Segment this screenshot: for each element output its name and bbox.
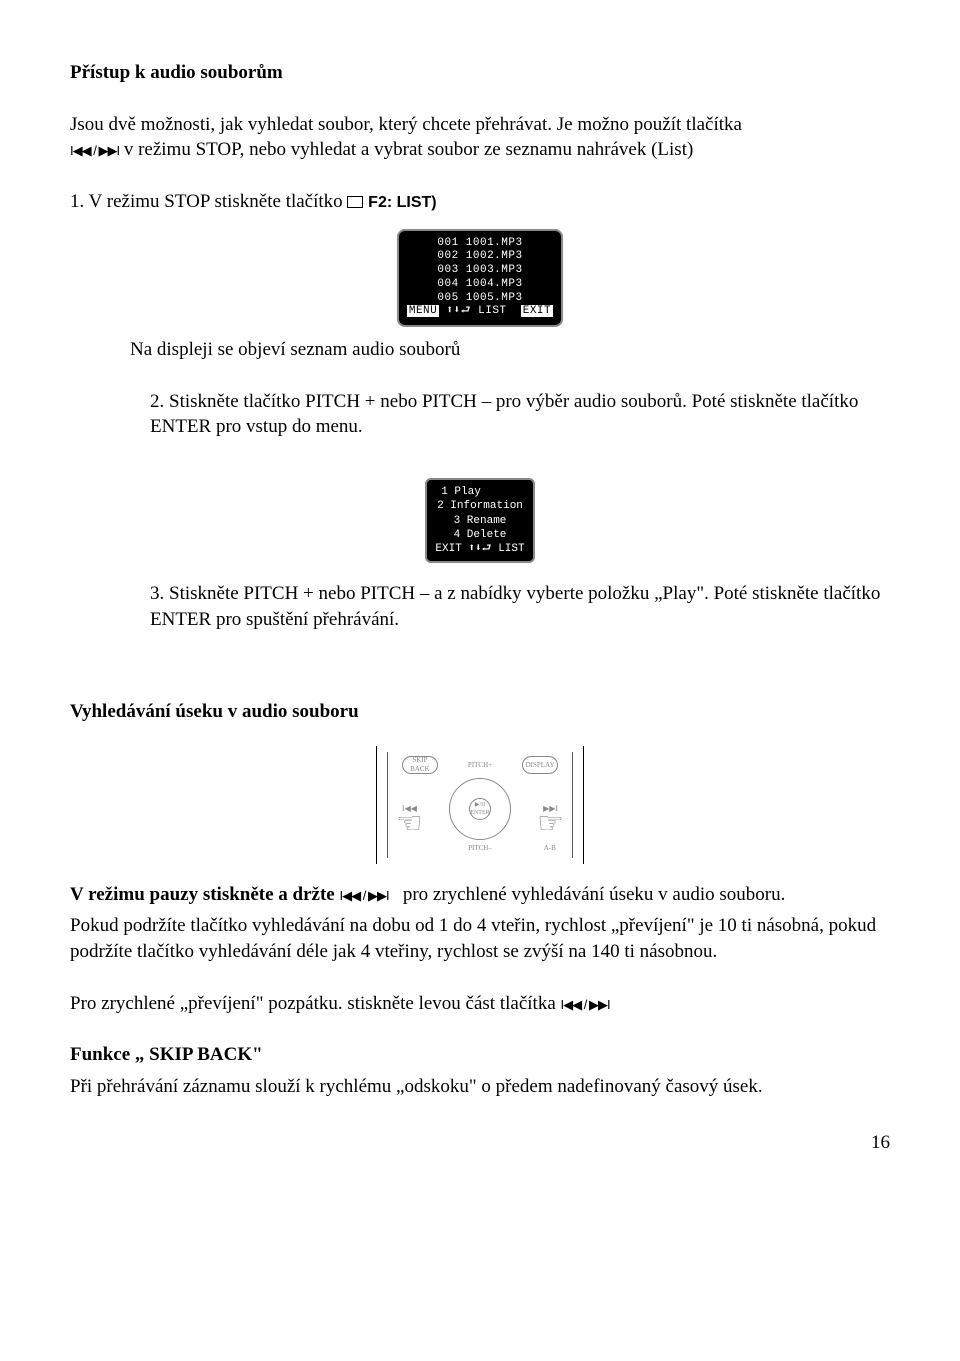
rewind-paragraph: Pro zrychlené „převíjení" pozpátku. stis… bbox=[70, 991, 890, 1017]
lcd2-list: LIST bbox=[498, 543, 524, 555]
intro-text-1: Jsou dvě možnosti, jak vyhledat soubor, … bbox=[70, 114, 742, 135]
lcd1-exit: EXIT bbox=[521, 305, 553, 317]
skip-icon: I◀◀ / ▶▶I bbox=[340, 887, 389, 905]
step-1-result: Na displeji se objeví seznam audio soubo… bbox=[130, 337, 890, 363]
enter-button: ▶/II ENTER bbox=[469, 798, 491, 820]
lcd2-l2: 2 Information bbox=[435, 499, 524, 513]
skip-back-heading: Funkce „ SKIP BACK" bbox=[70, 1042, 890, 1068]
skip-icon: I◀◀ / ▶▶I bbox=[561, 996, 610, 1014]
step-2: 2. Stiskněte tlačítko PITCH + nebo PITCH… bbox=[150, 389, 890, 440]
page-title: Přístup k audio souborům bbox=[70, 60, 890, 86]
ab-label: A-B bbox=[522, 844, 556, 853]
rewind-text: Pro zrychlené „převíjení" pozpátku. stis… bbox=[70, 993, 561, 1014]
lcd1-l2: 002 1002.MP3 bbox=[407, 250, 553, 264]
lcd-screen-2: 1 Play 2 Information 3 Rename 4 Delete E… bbox=[425, 478, 534, 563]
section-heading: Vyhledávání úseku v audio souboru bbox=[70, 699, 890, 725]
hand-left-icon: ☜ bbox=[396, 804, 423, 845]
lcd1-l1: 001 1001.MP3 bbox=[407, 237, 553, 251]
display-button: DISPLAY bbox=[522, 756, 558, 774]
step-1: 1. V režimu STOP stiskněte tlačítko F2: … bbox=[70, 189, 890, 215]
hand-right-icon: ☞ bbox=[537, 804, 564, 845]
jog-wheel: ▶/II ENTER bbox=[449, 778, 511, 840]
skip-back-button: SKIP BACK bbox=[402, 756, 438, 774]
step-1-text-a: 1. V režimu STOP stiskněte tlačítko bbox=[70, 191, 347, 212]
skip-icon: I◀◀ / ▶▶I bbox=[70, 142, 119, 160]
lcd1-l3: 003 1003.MP3 bbox=[407, 264, 553, 278]
lcd-screen-1: 001 1001.MP3 002 1002.MP3 003 1003.MP3 0… bbox=[397, 229, 563, 328]
lcd1-l4: 004 1004.MP3 bbox=[407, 278, 553, 292]
box-icon bbox=[347, 196, 363, 208]
lcd2-l3: 3 Rename bbox=[435, 514, 524, 528]
lcd2-l4: 4 Delete bbox=[435, 528, 524, 542]
lcd1-arrows: ⬆⬇⮐ bbox=[446, 305, 471, 317]
lcd1-menu: MENU bbox=[407, 305, 439, 317]
step-3: 3. Stiskněte PITCH + nebo PITCH – a z na… bbox=[150, 581, 890, 632]
lcd1-l5: 005 1005.MP3 bbox=[407, 292, 553, 306]
lcd2-l1: 1 Play bbox=[439, 486, 521, 498]
step-1-text-b: F2: LIST) bbox=[368, 194, 436, 211]
lcd2-arrows: ⬆⬇⮐ bbox=[468, 543, 491, 555]
lcd1-list: LIST bbox=[478, 305, 506, 317]
skip-back-paragraph: Při přehrávání záznamu slouží k rychlému… bbox=[70, 1074, 890, 1100]
pause-cont: Pokud podržíte tlačítko vyhledávání na d… bbox=[70, 913, 890, 964]
intro-paragraph: Jsou dvě možnosti, jak vyhledat soubor, … bbox=[70, 112, 890, 163]
pause-b: pro zrychlené vyhledávání úseku v audio … bbox=[398, 884, 785, 905]
pause-a: V režimu pauzy stiskněte a držte bbox=[70, 884, 340, 905]
lcd2-exit: EXIT bbox=[435, 543, 461, 555]
pitch-minus-label: PITCH– bbox=[468, 844, 492, 853]
pause-paragraph: V režimu pauzy stiskněte a držte I◀◀ / ▶… bbox=[70, 882, 890, 908]
page-number: 16 bbox=[70, 1130, 890, 1156]
pitch-plus-label: PITCH+ bbox=[468, 761, 492, 770]
intro-text-2: v režimu STOP, nebo vyhledat a vybrat so… bbox=[124, 139, 694, 160]
device-panel: SKIP BACK PITCH+ DISPLAY I◀◀ ▶/II ENTER … bbox=[376, 746, 584, 863]
